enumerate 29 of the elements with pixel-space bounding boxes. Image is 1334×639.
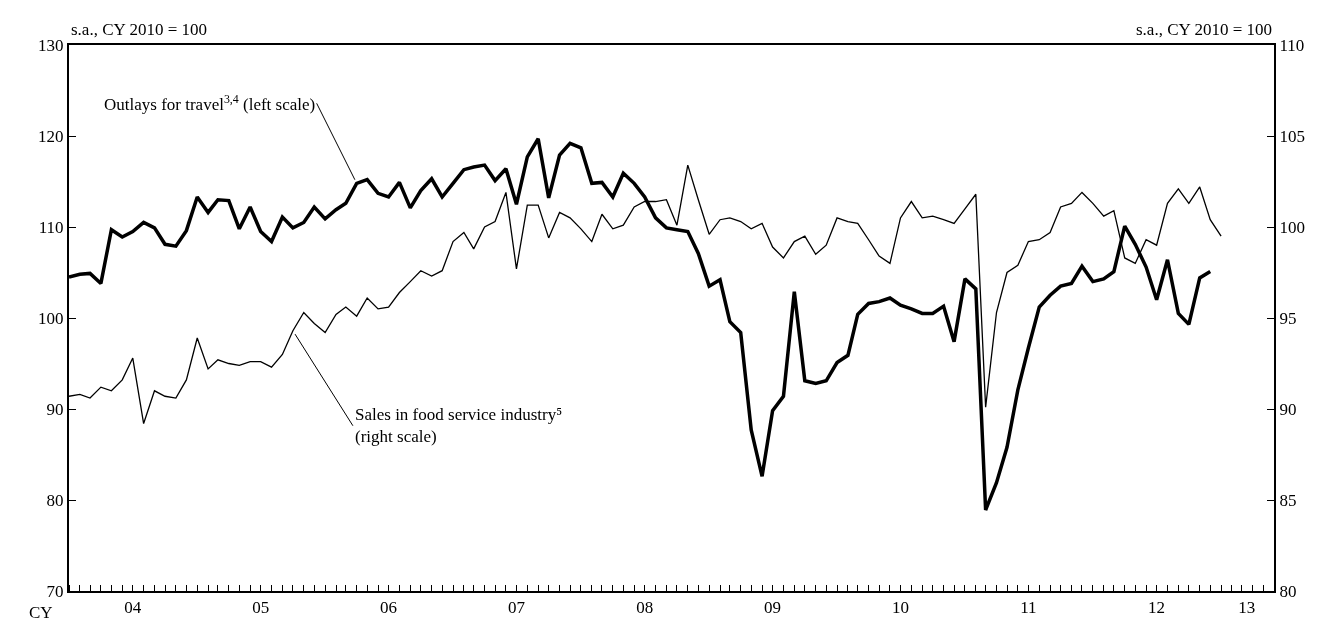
text: Sales in food service industry⁵ (right scale) — [355, 405, 563, 447]
y2-tick-label: 105 — [1279, 126, 1305, 146]
x-tick-label: 10 — [891, 598, 909, 618]
y-tick-label: 90 — [46, 399, 64, 419]
x-tick-label: 05 — [252, 598, 270, 618]
x-tick-label: 11 — [1020, 598, 1037, 618]
y2-tick-label: 95 — [1279, 308, 1297, 328]
y-axis-title: s.a., CY 2010 = 100 — [71, 20, 207, 39]
text: Outlays for travel$^{3,4}$ (left scale) — [104, 92, 316, 115]
y-tick-label: 100 — [38, 308, 64, 328]
x-tick-label: 04 — [124, 598, 142, 618]
y2-tick-label: 80 — [1279, 581, 1297, 601]
x-tick-label: 12 — [1148, 598, 1166, 618]
y2-tick-label: 85 — [1279, 490, 1297, 510]
y2-axis-title: s.a., CY 2010 = 100 — [1136, 20, 1272, 39]
y-tick-label: 80 — [46, 490, 64, 510]
y2-tick-label: 110 — [1279, 35, 1305, 55]
text: CY — [29, 603, 53, 622]
x-tick-label: 06 — [380, 598, 398, 618]
x-tick-label: 09 — [764, 598, 782, 618]
y-tick-label: 120 — [38, 126, 64, 146]
y2-tick-label: 90 — [1279, 399, 1297, 419]
y-tick-label: 110 — [38, 217, 64, 237]
y2-tick-label: 100 — [1279, 217, 1305, 237]
x-tick-label: 13 — [1238, 598, 1256, 618]
y-tick-label: 70 — [46, 581, 64, 601]
x-tick-label: 08 — [636, 598, 654, 618]
x-tick-label: 07 — [507, 598, 526, 618]
y-tick-label: 130 — [38, 35, 64, 55]
